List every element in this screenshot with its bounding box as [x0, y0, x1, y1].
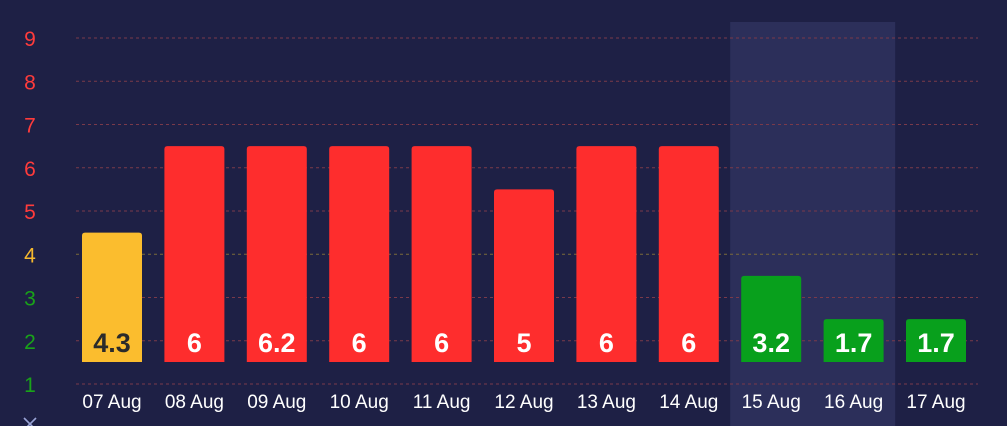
- bar-value-label: 6.2: [258, 328, 296, 358]
- bar-value-label: 1.7: [835, 328, 873, 358]
- y-tick-label-2: 2: [24, 331, 36, 354]
- x-tick-label: 17 Aug: [906, 392, 965, 413]
- bar-value-label: 6: [352, 328, 367, 358]
- x-tick-label: 14 Aug: [659, 392, 718, 413]
- bar-14-aug[interactable]: [658, 146, 719, 362]
- bar-value-label: 1.7: [917, 328, 955, 358]
- bar-value-label: 6: [187, 328, 202, 358]
- close-icon[interactable]: [23, 417, 37, 426]
- x-tick-label: 09 Aug: [247, 392, 306, 413]
- bar-13-aug[interactable]: [576, 146, 637, 362]
- x-tick-label: 12 Aug: [494, 392, 553, 413]
- x-tick-label: 15 Aug: [742, 392, 801, 413]
- bar-value-label: 6: [434, 328, 449, 358]
- x-tick-label: 13 Aug: [577, 392, 636, 413]
- y-tick-label-4: 4: [24, 244, 36, 267]
- x-tick-label: 16 Aug: [824, 392, 883, 413]
- bar-07-aug[interactable]: [82, 232, 142, 362]
- bar-11-aug[interactable]: [411, 146, 472, 362]
- bar-value-label: 4.3: [93, 328, 131, 358]
- y-tick-label-3: 3: [24, 288, 36, 311]
- bar-15-aug[interactable]: [741, 275, 802, 362]
- y-tick-label-6: 6: [24, 158, 36, 181]
- bar-08-aug[interactable]: [164, 146, 225, 362]
- x-tick-label: 08 Aug: [165, 392, 224, 413]
- bar-12-aug[interactable]: [494, 189, 554, 362]
- x-tick-label: 07 Aug: [82, 392, 141, 413]
- bar-value-label: 5: [516, 328, 531, 358]
- y-tick-label-5: 5: [24, 201, 36, 224]
- x-tick-label: 10 Aug: [330, 392, 389, 413]
- y-tick-label-7: 7: [24, 115, 36, 138]
- y-tick-label-8: 8: [24, 71, 36, 94]
- bar-value-label: 3.2: [752, 328, 790, 358]
- highlight-band: [730, 22, 896, 426]
- bar-17-aug[interactable]: [906, 319, 966, 362]
- bar-10-aug[interactable]: [329, 146, 390, 362]
- x-tick-label: 11 Aug: [413, 392, 471, 413]
- bar-09-aug[interactable]: [246, 146, 307, 362]
- y-tick-label-9: 9: [24, 28, 36, 51]
- bar-value-label: 6: [599, 328, 614, 358]
- bar-value-label: 6: [681, 328, 696, 358]
- y-tick-label-1: 1: [24, 374, 36, 397]
- bar-16-aug[interactable]: [823, 319, 884, 362]
